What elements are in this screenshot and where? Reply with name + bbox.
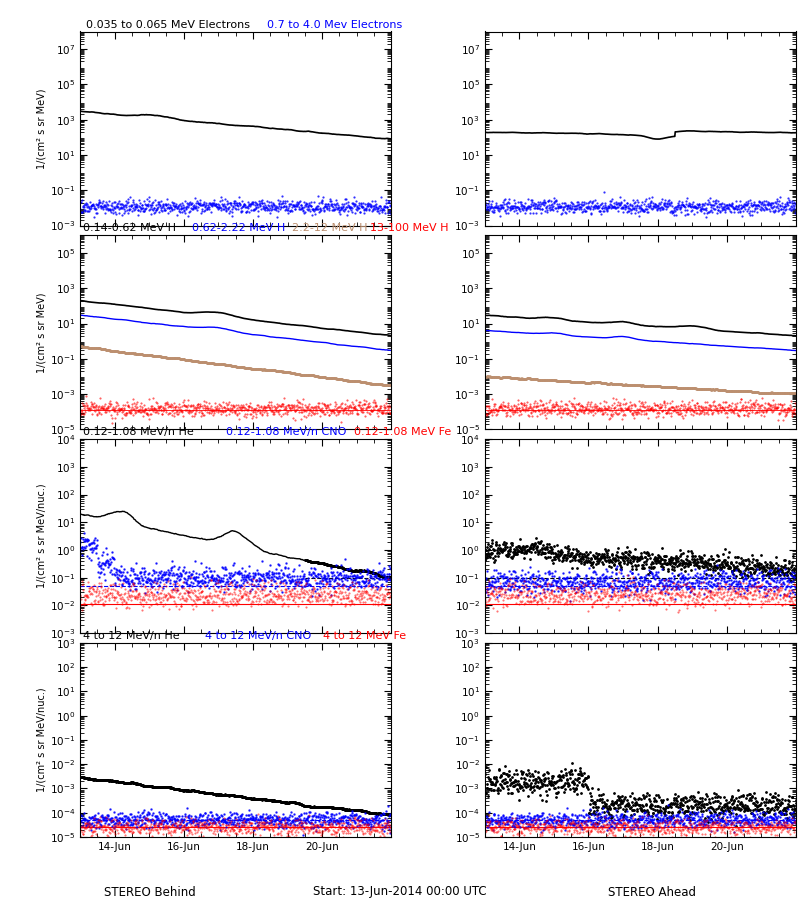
Text: 0.62-2.22 MeV H: 0.62-2.22 MeV H xyxy=(192,223,286,233)
Text: 4 to 12 MeV/n He: 4 to 12 MeV/n He xyxy=(83,631,180,641)
Text: 0.7 to 4.0 Mev Electrons: 0.7 to 4.0 Mev Electrons xyxy=(266,20,402,30)
Text: 0.14-0.62 MeV H: 0.14-0.62 MeV H xyxy=(83,223,176,233)
Y-axis label: 1/(cm² s sr MeV): 1/(cm² s sr MeV) xyxy=(37,292,47,373)
Text: 0.035 to 0.065 MeV Electrons: 0.035 to 0.065 MeV Electrons xyxy=(86,20,250,30)
Text: 13-100 MeV H: 13-100 MeV H xyxy=(370,223,448,233)
Text: Start: 13-Jun-2014 00:00 UTC: Start: 13-Jun-2014 00:00 UTC xyxy=(313,886,487,898)
Text: 0.12-1.08 MeV/n He: 0.12-1.08 MeV/n He xyxy=(83,428,194,437)
Text: STEREO Behind: STEREO Behind xyxy=(104,886,196,898)
Text: 0.12-1.08 MeV Fe: 0.12-1.08 MeV Fe xyxy=(354,428,451,437)
Text: 0.12-1.08 MeV/n CNO: 0.12-1.08 MeV/n CNO xyxy=(226,428,346,437)
Y-axis label: 1/(cm² s sr MeV): 1/(cm² s sr MeV) xyxy=(37,88,47,169)
Text: 4 to 12 MeV Fe: 4 to 12 MeV Fe xyxy=(323,631,406,641)
Text: 2.2-12 MeV H: 2.2-12 MeV H xyxy=(292,223,367,233)
Y-axis label: 1/(cm² s sr MeV/nuc.): 1/(cm² s sr MeV/nuc.) xyxy=(37,688,46,792)
Text: 4 to 12 MeV/n CNO: 4 to 12 MeV/n CNO xyxy=(205,631,310,641)
Y-axis label: 1/(cm² s sr MeV/nuc.): 1/(cm² s sr MeV/nuc.) xyxy=(37,484,47,589)
Text: STEREO Ahead: STEREO Ahead xyxy=(608,886,696,898)
